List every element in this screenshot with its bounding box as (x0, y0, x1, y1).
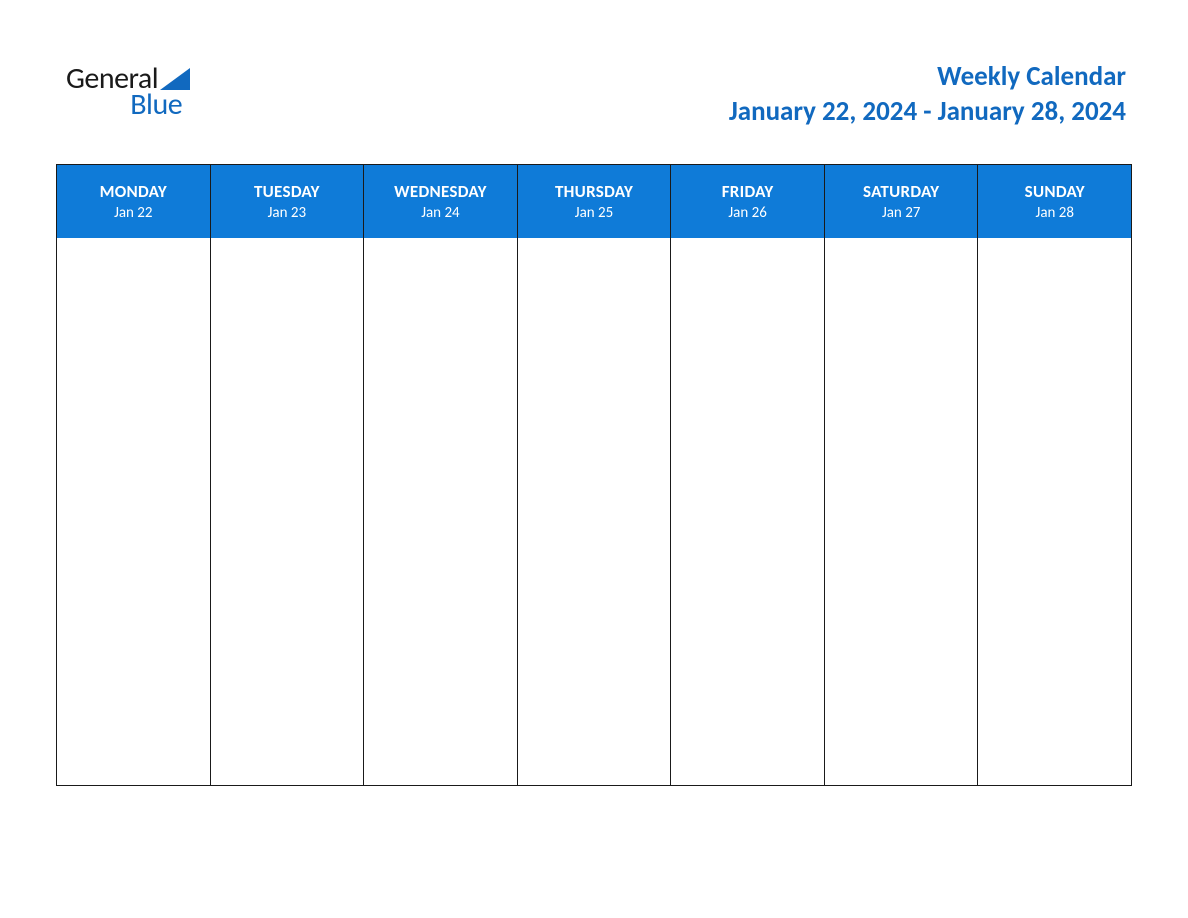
day-name: TUESDAY (211, 181, 364, 202)
header-row: General Blue Weekly Calendar January 22,… (56, 60, 1132, 128)
day-body-cell (57, 238, 210, 785)
day-name: FRIDAY (671, 181, 824, 202)
title-block: Weekly Calendar January 22, 2024 - Janua… (729, 60, 1126, 128)
day-date: Jan 28 (978, 204, 1131, 222)
day-body-cell (364, 238, 517, 785)
day-name: SUNDAY (978, 181, 1131, 202)
weekly-calendar-grid: MONDAY Jan 22TUESDAY Jan 23WEDNESDAY Jan 24… (56, 164, 1132, 786)
column-header: SUNDAY Jan 28 (978, 165, 1131, 238)
column-header: WEDNESDAY Jan 24 (364, 165, 517, 238)
brand-logo: General Blue (66, 64, 190, 120)
day-body-cell (671, 238, 824, 785)
day-name: SATURDAY (825, 181, 978, 202)
day-date: Jan 23 (211, 204, 364, 222)
day-date: Jan 22 (57, 204, 210, 222)
day-body-cell (518, 238, 671, 785)
day-body-cell (978, 238, 1131, 785)
logo-text-blue: Blue (130, 90, 182, 120)
day-date: Jan 27 (825, 204, 978, 222)
date-range: January 22, 2024 - January 28, 2024 (729, 95, 1126, 128)
calendar-column: SUNDAY Jan 28 (978, 165, 1132, 785)
day-name: MONDAY (57, 181, 210, 202)
calendar-column: TUESDAY Jan 23 (211, 165, 365, 785)
day-name: THURSDAY (518, 181, 671, 202)
day-date: Jan 26 (671, 204, 824, 222)
day-body-cell (825, 238, 978, 785)
calendar-column: MONDAY Jan 22 (57, 165, 211, 785)
calendar-column: FRIDAY Jan 26 (671, 165, 825, 785)
calendar-column: SATURDAY Jan 27 (825, 165, 979, 785)
column-header: THURSDAY Jan 25 (518, 165, 671, 238)
calendar-column: THURSDAY Jan 25 (518, 165, 672, 785)
day-date: Jan 25 (518, 204, 671, 222)
calendar-column: WEDNESDAY Jan 24 (364, 165, 518, 785)
column-header: FRIDAY Jan 26 (671, 165, 824, 238)
day-name: WEDNESDAY (364, 181, 517, 202)
column-header: MONDAY Jan 22 (57, 165, 210, 238)
page-title: Weekly Calendar (729, 60, 1126, 93)
column-header: TUESDAY Jan 23 (211, 165, 364, 238)
column-header: SATURDAY Jan 27 (825, 165, 978, 238)
day-body-cell (211, 238, 364, 785)
day-date: Jan 24 (364, 204, 517, 222)
